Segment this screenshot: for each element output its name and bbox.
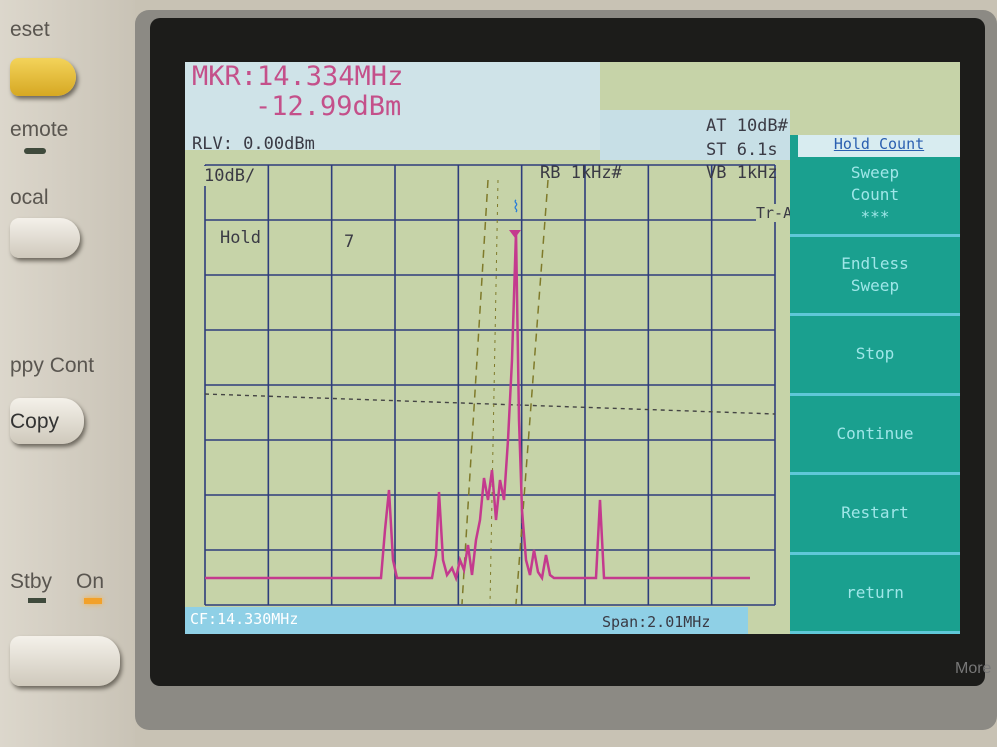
softkey-label: Endless bbox=[841, 253, 909, 273]
window-line bbox=[461, 179, 489, 605]
softkey[interactable]: Endless Sweep bbox=[790, 237, 960, 316]
label: ppy Cont bbox=[10, 354, 95, 377]
softkey-label: Continue bbox=[836, 423, 914, 443]
threshold-line bbox=[204, 393, 776, 415]
marker-level: -12.99dBm bbox=[255, 91, 402, 122]
softkey-menu: Hold Count Sweep Count *** Endless Sweep Stop… bbox=[790, 135, 960, 634]
video-bw: VB 1kHz bbox=[706, 163, 778, 183]
hold-count: 7 bbox=[344, 232, 355, 252]
trace bbox=[205, 231, 750, 583]
button[interactable] bbox=[10, 58, 76, 96]
softkey-label: Sweep bbox=[850, 275, 900, 295]
softkey-label: Restart bbox=[841, 503, 909, 523]
res-bw: RB 1kHz# bbox=[540, 163, 622, 183]
marker-area bbox=[185, 62, 600, 150]
softkey[interactable]: Stop bbox=[790, 316, 960, 396]
hold-label: Hold bbox=[220, 228, 261, 248]
front-panel bbox=[0, 0, 135, 747]
button[interactable] bbox=[10, 218, 80, 258]
label: ocal bbox=[10, 186, 49, 209]
led bbox=[28, 598, 46, 603]
softkey[interactable]: return bbox=[790, 555, 960, 634]
sweep-time: ST 6.1s bbox=[706, 140, 778, 160]
center-frequency: CF:14.330MHz bbox=[190, 610, 299, 628]
softkey-label: return bbox=[846, 582, 904, 602]
label: eset bbox=[10, 18, 50, 41]
span: Span:2.01MHz bbox=[602, 613, 711, 631]
button[interactable] bbox=[10, 636, 120, 686]
led bbox=[24, 148, 46, 154]
softkey-title: Hold Count bbox=[798, 135, 960, 157]
softkey[interactable]: Sweep Count *** bbox=[790, 157, 960, 237]
softkey[interactable]: Restart bbox=[790, 475, 960, 555]
label: emote bbox=[10, 118, 69, 141]
window-line bbox=[515, 179, 549, 605]
trace-label: Tr-A bbox=[756, 204, 793, 222]
softkey-label: Count bbox=[850, 185, 900, 205]
softkey-label: *** bbox=[860, 207, 890, 227]
window-line bbox=[489, 179, 499, 605]
marker-symbol bbox=[509, 230, 521, 238]
label: Stby bbox=[10, 570, 53, 593]
softkey[interactable]: Continue bbox=[790, 396, 960, 475]
softkey-label: Stop bbox=[855, 344, 895, 364]
button[interactable] bbox=[10, 398, 84, 444]
label: On bbox=[76, 570, 105, 593]
softkey-label: Sweep bbox=[850, 163, 900, 183]
attenuation: AT 10dB# bbox=[706, 116, 788, 136]
settings-area bbox=[600, 110, 790, 160]
scale: 10dB/ bbox=[204, 166, 256, 186]
marker-frequency: MKR:14.334MHz bbox=[192, 61, 404, 92]
label: Copy bbox=[10, 410, 60, 433]
status-bar bbox=[185, 607, 748, 634]
label: More bbox=[955, 660, 992, 677]
ref-level: RLV: 0.00dBm bbox=[192, 134, 315, 154]
led bbox=[84, 598, 102, 604]
marker-icon: ⌇ bbox=[512, 197, 520, 216]
